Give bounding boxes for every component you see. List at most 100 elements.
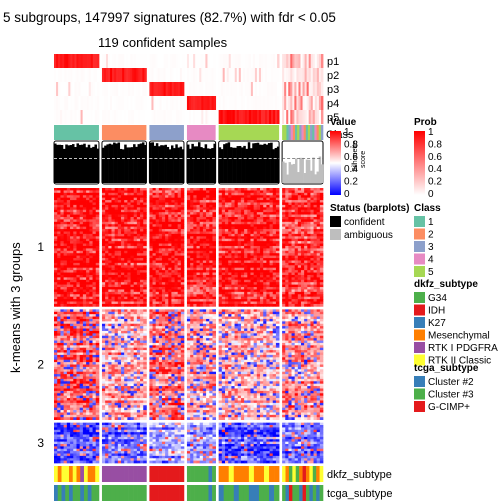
heatmap-cell [66,279,71,283]
heatmap-cell [92,347,97,351]
heatmap-cell [121,229,125,232]
heatmap-cell [66,209,71,213]
heatmap-cell [82,272,87,276]
heatmap-cell [86,265,90,269]
heatmap-cell [212,221,216,225]
heatmap-cell [130,207,135,211]
heatmap-cell [297,265,302,269]
heatmap-cell [228,267,232,271]
heatmap-cell [240,216,245,220]
heatmap-cell [228,216,232,220]
heatmap-cell [209,253,213,256]
heatmap-cell [307,272,311,276]
heatmap-cell [316,296,321,300]
heatmap-cell [60,221,64,225]
heatmap-cell [79,267,84,271]
prob-cell [267,110,270,124]
prob-cell [70,110,73,124]
heatmap-cell [316,270,321,273]
prob-cell [238,96,242,110]
heatmap-cell [152,274,157,278]
heatmap-cell [225,202,229,206]
prob-cell [92,82,96,96]
heatmap-cell [300,216,305,220]
heatmap-cell [228,219,232,223]
prob-cell [72,54,75,68]
prob-cell [236,54,240,68]
heatmap-cell [291,224,296,227]
heatmap-cell [140,277,144,281]
heatmap-cell [70,243,74,247]
heatmap-cell [193,301,197,305]
heatmap-cell [269,224,274,227]
heatmap-cell [206,233,210,237]
heatmap-cell [244,291,248,295]
heatmap-cell [250,262,254,266]
heatmap-cell [114,248,119,252]
heatmap-cell [155,188,160,191]
heatmap-cell [121,236,125,240]
heatmap-cell [196,270,201,273]
heatmap-cell [171,219,175,223]
heatmap-cell [263,289,267,293]
heatmap-cell [161,197,166,201]
heatmap-cell [73,323,77,327]
heatmap-cell [92,316,97,320]
heatmap-cell [199,236,204,240]
prob-cell [269,82,272,96]
silhouette-bar [238,145,242,183]
heatmap-cell [263,197,267,201]
heatmap-cell [174,224,179,227]
heatmap-cell [304,214,308,218]
prob-cell [175,96,179,110]
heatmap-cell [256,190,261,194]
heatmap-cell [297,229,302,232]
heatmap-cell [297,188,302,191]
heatmap-cell [171,209,175,213]
heatmap-cell [117,192,122,196]
heatmap-cell [168,303,172,307]
heatmap-cell [221,209,226,213]
heatmap-cell [143,260,147,264]
heatmap-cell [196,216,201,220]
heatmap-cell [89,333,93,337]
heatmap-cell [202,272,207,276]
heatmap-cell [143,294,147,298]
prob-cell [169,82,173,96]
heatmap-cell [263,226,267,230]
heatmap-cell [319,195,324,199]
heatmap-cell [117,296,122,300]
prob-cell [101,68,105,82]
heatmap-cell [225,267,229,271]
prob-cell [60,110,63,124]
heatmap-cell [288,192,292,196]
heatmap-cell [307,287,311,290]
heatmap-cell [193,277,197,281]
heatmap-cell [155,262,160,266]
prob-cell [60,82,63,96]
heatmap-cell [149,241,153,244]
heatmap-cell [70,323,74,327]
heatmap-cell [136,212,141,215]
heatmap-cell [244,209,248,213]
heatmap-cell [143,248,147,252]
prob-cell [86,110,90,124]
heatmap-cell [86,216,90,220]
heatmap-cell [294,209,299,213]
heatmap-cell [269,299,274,302]
heatmap-cell [209,219,213,223]
heatmap-cell [124,291,128,295]
heatmap-cell [86,260,90,264]
heatmap-cell [275,260,280,264]
heatmap-cell [316,233,321,237]
heatmap-cell [117,202,122,206]
heatmap-cell [76,311,81,315]
heatmap-cell [231,282,235,285]
heatmap-cell [300,253,305,256]
heatmap-cell [152,204,157,208]
heatmap-cell [111,236,115,240]
heatmap-cell [285,233,289,237]
heatmap-cell [218,287,223,290]
heatmap-cell [121,209,125,213]
heatmap-cell [282,296,286,300]
